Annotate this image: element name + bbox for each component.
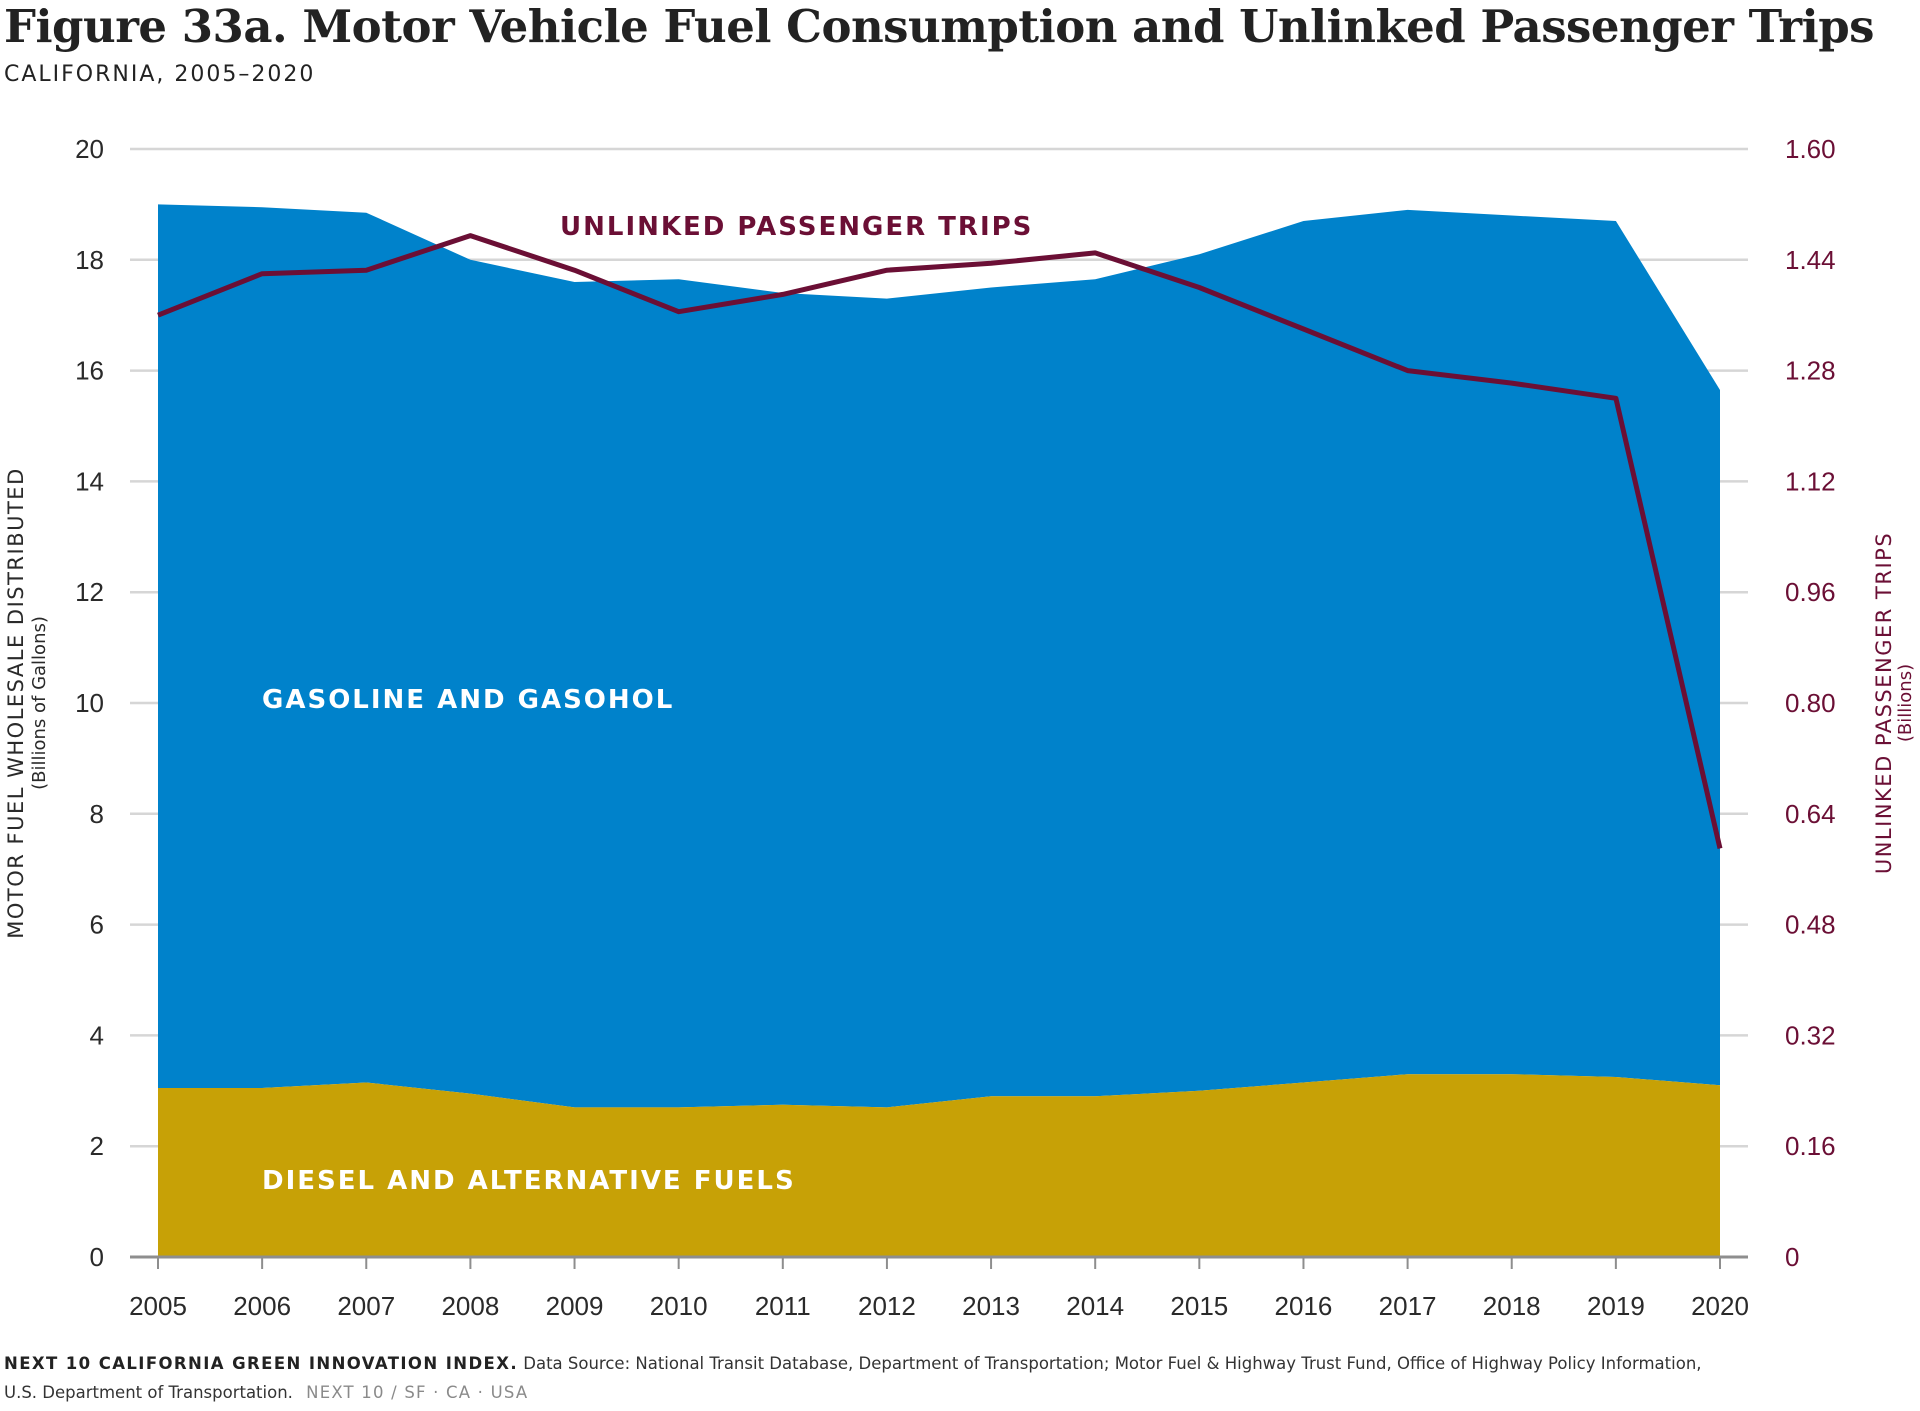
y-right-axis-title: UNLINKED PASSENGER TRIPS	[1872, 532, 1896, 874]
y-left-tick-label: 4	[90, 1020, 104, 1050]
footer-line-2: U.S. Department of Transportation. NEXT …	[4, 1383, 528, 1402]
y-right-tick-label: 0.48	[1785, 910, 1836, 940]
footer-source-2: U.S. Department of Transportation.	[4, 1383, 293, 1402]
y-left-tick-label: 0	[90, 1242, 104, 1272]
y-right-tick-label: 0.32	[1785, 1020, 1836, 1050]
axis-layer: 0 2 4 6 8 10 12 14 16 18 20 0 0.16 0.32 0.48 0.64 0.80 0.…	[4, 134, 1916, 1321]
y-right-tick-label: 0.80	[1785, 688, 1836, 718]
y-left-tick-label: 16	[75, 356, 104, 386]
x-tick-label: 2011	[755, 1291, 811, 1321]
y-left-tick-label: 8	[90, 799, 104, 829]
annotation-trips: UNLINKED PASSENGER TRIPS	[560, 212, 1033, 242]
series-area-diesel	[158, 1074, 1720, 1257]
y-right-tick-label: 1.44	[1785, 245, 1836, 275]
x-tick-label: 2005	[129, 1291, 187, 1321]
x-tick-label: 2006	[233, 1291, 291, 1321]
y-left-axis-subtitle: (Billions of Gallons)	[29, 616, 50, 790]
y-left-tick-label: 10	[75, 688, 104, 718]
x-tick-label: 2018	[1483, 1291, 1541, 1321]
x-tick-label: 2012	[858, 1291, 916, 1321]
y-left-tick-label: 14	[75, 466, 104, 496]
line-layer	[157, 233, 1723, 849]
y-right-tick-label: 0.16	[1785, 1131, 1836, 1161]
y-right-tick-label: 1.12	[1785, 466, 1836, 496]
x-tick-label: 2009	[546, 1291, 604, 1321]
chart-subtitle: CALIFORNIA, 2005–2020	[4, 62, 316, 87]
footer-source-1: Data Source: National Transit Database, …	[523, 1354, 1702, 1373]
x-tick-label: 2015	[1170, 1291, 1228, 1321]
chart-title: Figure 33a. Motor Vehicle Fuel Consumpti…	[4, 0, 1875, 53]
series-line-trips	[157, 233, 1723, 849]
annotation-gasoline: GASOLINE AND GASOHOL	[262, 685, 674, 715]
y-right-tick-label: 0.96	[1785, 577, 1836, 607]
area-layer	[158, 204, 1720, 1257]
label-layer: UNLINKED PASSENGER TRIPS GASOLINE AND GAS…	[262, 212, 1033, 1196]
x-tick-label: 2008	[441, 1291, 499, 1321]
x-tick-label: 2013	[962, 1291, 1020, 1321]
x-tick-label: 2019	[1587, 1291, 1645, 1321]
y-left-tick-label: 6	[90, 910, 104, 940]
footer-brand: NEXT 10 / SF · CA · USA	[306, 1383, 529, 1402]
footer-org: NEXT 10 CALIFORNIA GREEN INNOVATION INDE…	[4, 1354, 519, 1373]
y-left-axis-title: MOTOR FUEL WHOLESALE DISTRIBUTED	[4, 467, 28, 939]
series-area-gasoline	[158, 204, 1720, 1108]
annotation-diesel: DIESEL AND ALTERNATIVE FUELS	[262, 1166, 796, 1196]
y-right-tick-label: 1.28	[1785, 356, 1836, 386]
y-left-tick-label: 18	[75, 245, 104, 275]
y-right-axis-subtitle: (Billions)	[1895, 664, 1916, 742]
x-tick-label: 2014	[1066, 1291, 1124, 1321]
x-tick-label: 2016	[1275, 1291, 1333, 1321]
x-tick-label: 2007	[337, 1291, 395, 1321]
y-left-tick-label: 12	[75, 577, 104, 607]
y-left-tick-label: 2	[90, 1131, 104, 1161]
y-right-tick-label: 0	[1785, 1242, 1799, 1272]
y-right-tick-label: 0.64	[1785, 799, 1836, 829]
x-tick-label: 2020	[1691, 1291, 1749, 1321]
y-left-tick-label: 20	[75, 134, 104, 164]
x-tick-label: 2010	[650, 1291, 708, 1321]
x-tick-label: 2017	[1379, 1291, 1437, 1321]
y-right-tick-label: 1.60	[1785, 134, 1836, 164]
footer-line-1: NEXT 10 CALIFORNIA GREEN INNOVATION INDE…	[4, 1354, 1702, 1373]
